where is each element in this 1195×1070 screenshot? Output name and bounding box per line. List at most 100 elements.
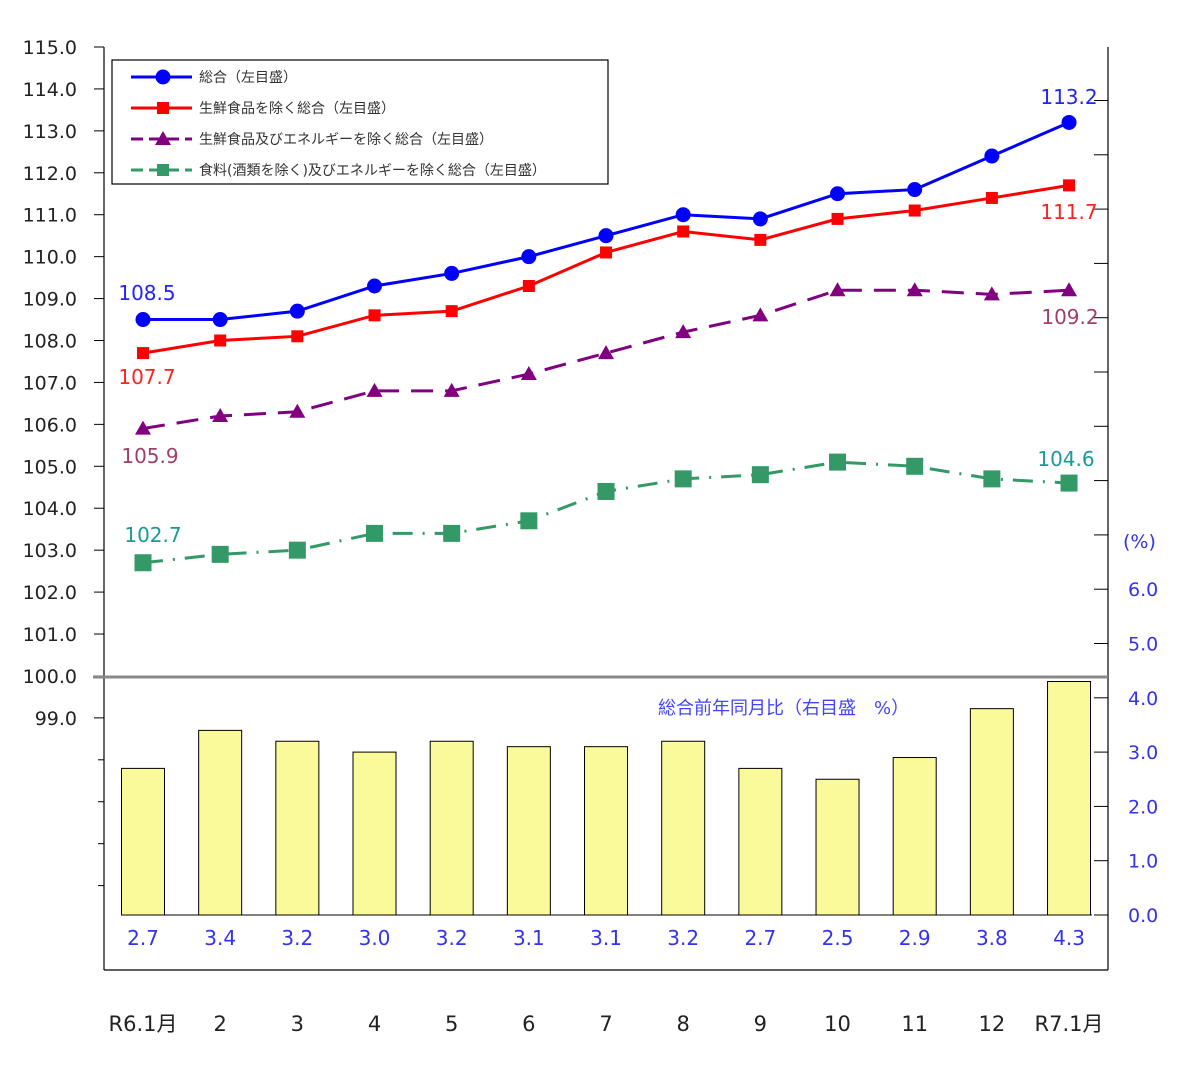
bar [892,757,937,916]
triangle-marker [1061,282,1078,297]
right-tick-label: 4.0 [1128,688,1158,710]
x-tick-label: 10 [824,1012,851,1036]
circle-marker [752,211,768,227]
circle-marker [907,182,923,198]
circle-marker [675,207,691,223]
square-marker [443,524,461,542]
bar-series-label: 総合前年同月比（右目盛 %） [658,698,909,719]
square-marker [157,164,169,176]
x-tick-label: 3 [291,1012,304,1036]
square-marker [829,453,847,471]
circle-marker [984,148,1000,164]
left-tick-label: 101.0 [23,624,77,646]
triangle-marker [675,324,692,339]
last-value-label: 104.6 [1037,447,1094,471]
bar-value-label: 3.2 [281,926,313,950]
bar [661,740,706,916]
legend-label: 食料(酒類を除く)及びエネルギーを除く総合（左目盛） [199,162,546,179]
square-marker [445,305,458,318]
series-line [142,183,1070,355]
left-tick-label: 111.0 [23,205,77,227]
x-tick-label: 2 [213,1012,226,1036]
square-marker [211,545,229,563]
bar [198,729,243,916]
square-marker [291,330,304,343]
triangle-marker [289,403,306,418]
bars: 2.7 3.4 3.2 3.0 3.2 3.1 3.1 3.2 2.7 2.5 2.9 3.8 4.3 [121,681,1092,950]
first-value-label: 107.7 [118,365,175,389]
square-marker [908,204,921,217]
square-marker [288,541,306,559]
square-marker [983,470,1001,488]
bar [1047,681,1092,916]
left-tick-label: 106.0 [23,414,77,436]
square-marker [674,470,692,488]
triangle-marker [155,131,171,145]
square-marker [597,482,615,500]
bar-value-label: 3.8 [976,926,1008,950]
first-value-label: 102.7 [124,523,181,547]
triangle-marker [829,282,846,297]
circle-marker [212,312,228,328]
square-marker [600,246,613,259]
bar [506,746,551,916]
left-tick-label: 100.0 [23,666,77,688]
series-line [142,288,1070,431]
square-marker [134,554,152,572]
square-marker [1063,179,1076,192]
circle-marker [444,265,460,281]
data-labels: 108.5 113.2 107.7 111.7 105.9 109.2 102.7 104.6 [118,85,1098,547]
left-tick-label: 109.0 [23,289,77,311]
square-marker [214,334,227,347]
bar [121,767,165,916]
x-tick-label: 5 [445,1012,458,1036]
triangle-marker [520,366,537,381]
square-marker [831,212,844,225]
right-axis-label: (%) [1123,531,1156,553]
bar-value-label: 3.1 [513,926,545,950]
circle-marker [521,249,537,265]
x-tick-label: 11 [901,1012,928,1036]
legend: 総合（左目盛） 生鮮食品を除く総合（左目盛） 生鮮食品及びエネルギーを除く総合（左目… [111,59,609,185]
left-tick-label: 113.0 [23,121,77,143]
square-marker [985,191,998,204]
triangle-marker [983,286,1000,301]
square-marker [137,347,149,360]
bar-value-label: 3.1 [590,926,622,950]
bar [969,708,1014,916]
bar-value-label: 2.7 [744,926,776,950]
right-tick-label: 0.0 [1128,905,1158,927]
square-marker [1060,474,1078,492]
bar [815,778,860,916]
right-tick-label: 5.0 [1128,634,1158,656]
triangle-marker [598,345,615,360]
legend-label: 生鮮食品及びエネルギーを除く総合（左目盛） [199,131,493,148]
last-value-label: 111.7 [1040,200,1097,224]
left-tick-label: 110.0 [23,247,77,269]
circle-marker [289,303,305,319]
bar-value-label: 4.3 [1053,926,1085,950]
series-line [142,460,1070,565]
square-marker [157,102,169,114]
triangle-marker [366,382,383,397]
right-tick-label: 2.0 [1128,796,1158,818]
legend-box [111,59,609,185]
bar-value-label: 2.7 [127,926,159,950]
right-tick-label: 1.0 [1128,851,1158,873]
triangle-marker [212,407,229,422]
last-value-label: 113.2 [1040,85,1097,109]
bar [352,751,397,916]
left-tick-label: 104.0 [23,498,77,520]
left-tick-label: 114.0 [23,79,77,101]
bar-value-label: 2.5 [822,926,854,950]
lines [134,114,1078,572]
x-tick-label: 12 [979,1012,1006,1036]
right-tick-label: 3.0 [1128,742,1158,764]
circle-marker [598,228,614,244]
left-tick-label: 108.0 [23,331,77,353]
x-tick-label: 6 [522,1012,535,1036]
circle-marker [155,69,171,85]
bar-value-label: 3.0 [359,926,391,950]
bar [275,740,320,916]
